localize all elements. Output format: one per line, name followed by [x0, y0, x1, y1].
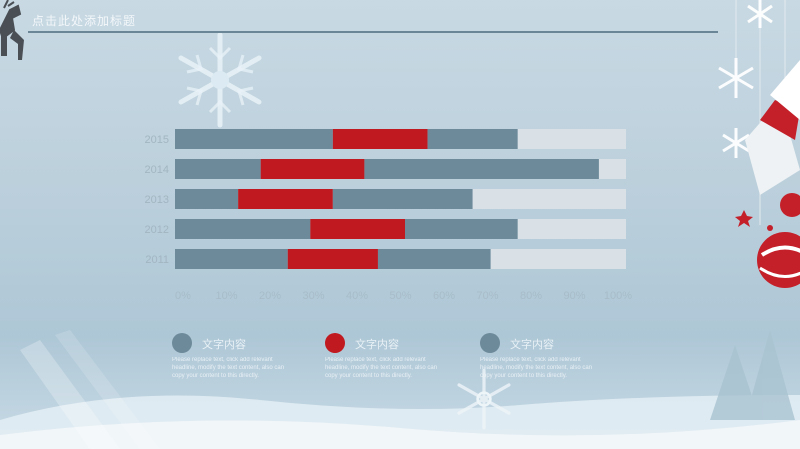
bar-2012-segment-1	[175, 219, 311, 239]
reindeer-icon	[0, 0, 24, 60]
bar-2011-segment-1	[175, 249, 288, 269]
x-tick-label: 40%	[346, 290, 368, 302]
bar-2011-segment-4	[490, 249, 626, 269]
bar-2015-segment-3	[427, 129, 518, 149]
legend-description: Please replace text, click add relevant …	[172, 357, 285, 379]
legend-description: Please replace text, click add relevant …	[480, 357, 593, 379]
bar-2011-segment-3	[377, 249, 491, 269]
snowflake-icon	[178, 32, 262, 128]
bar-2014-segment-4	[598, 159, 626, 179]
x-tick-label: 0%	[175, 290, 191, 302]
x-tick-label: 90%	[563, 290, 585, 302]
x-tick-label: 20%	[259, 290, 281, 302]
legend-label: 文字内容	[510, 339, 554, 351]
christmas-ornaments	[718, 0, 800, 288]
x-tick-label: 100%	[604, 290, 632, 302]
bar-2012-segment-2	[310, 219, 406, 239]
bar-2013-segment-4	[472, 189, 626, 209]
bar-2013-segment-3	[332, 189, 473, 209]
bar-2014-segment-3	[364, 159, 599, 179]
y-tick-label-2014: 2014	[145, 164, 169, 176]
y-tick-label-2013: 2013	[145, 194, 169, 206]
legend-marker	[172, 333, 192, 353]
x-tick-label: 70%	[476, 290, 498, 302]
bar-2013-segment-1	[175, 189, 239, 209]
title-divider	[28, 31, 718, 33]
x-tick-label: 60%	[433, 290, 455, 302]
bar-2012-segment-3	[405, 219, 518, 239]
x-tick-label: 10%	[215, 290, 237, 302]
bar-2015-segment-4	[517, 129, 626, 149]
legend-marker	[480, 333, 500, 353]
snowflake-icon	[457, 368, 511, 430]
y-tick-label-2012: 2012	[145, 224, 169, 236]
bar-2014-segment-2	[260, 159, 365, 179]
bar-2014-segment-1	[175, 159, 261, 179]
bar-2015-segment-2	[332, 129, 428, 149]
x-tick-label: 80%	[520, 290, 542, 302]
page-title: 点击此处添加标题	[32, 14, 137, 28]
bar-2011-segment-2	[287, 249, 378, 269]
y-tick-label-2015: 2015	[145, 134, 169, 146]
x-tick-label: 30%	[302, 290, 324, 302]
bar-2012-segment-4	[517, 219, 626, 239]
legend-marker	[325, 333, 345, 353]
legend-label: 文字内容	[355, 339, 399, 351]
legend-label: 文字内容	[202, 339, 246, 351]
legend-description: Please replace text, click add relevant …	[325, 357, 438, 379]
y-tick-label-2011: 2011	[145, 254, 169, 266]
bar-2015-segment-1	[175, 129, 333, 149]
bar-2013-segment-2	[238, 189, 333, 209]
x-tick-label: 50%	[389, 290, 411, 302]
